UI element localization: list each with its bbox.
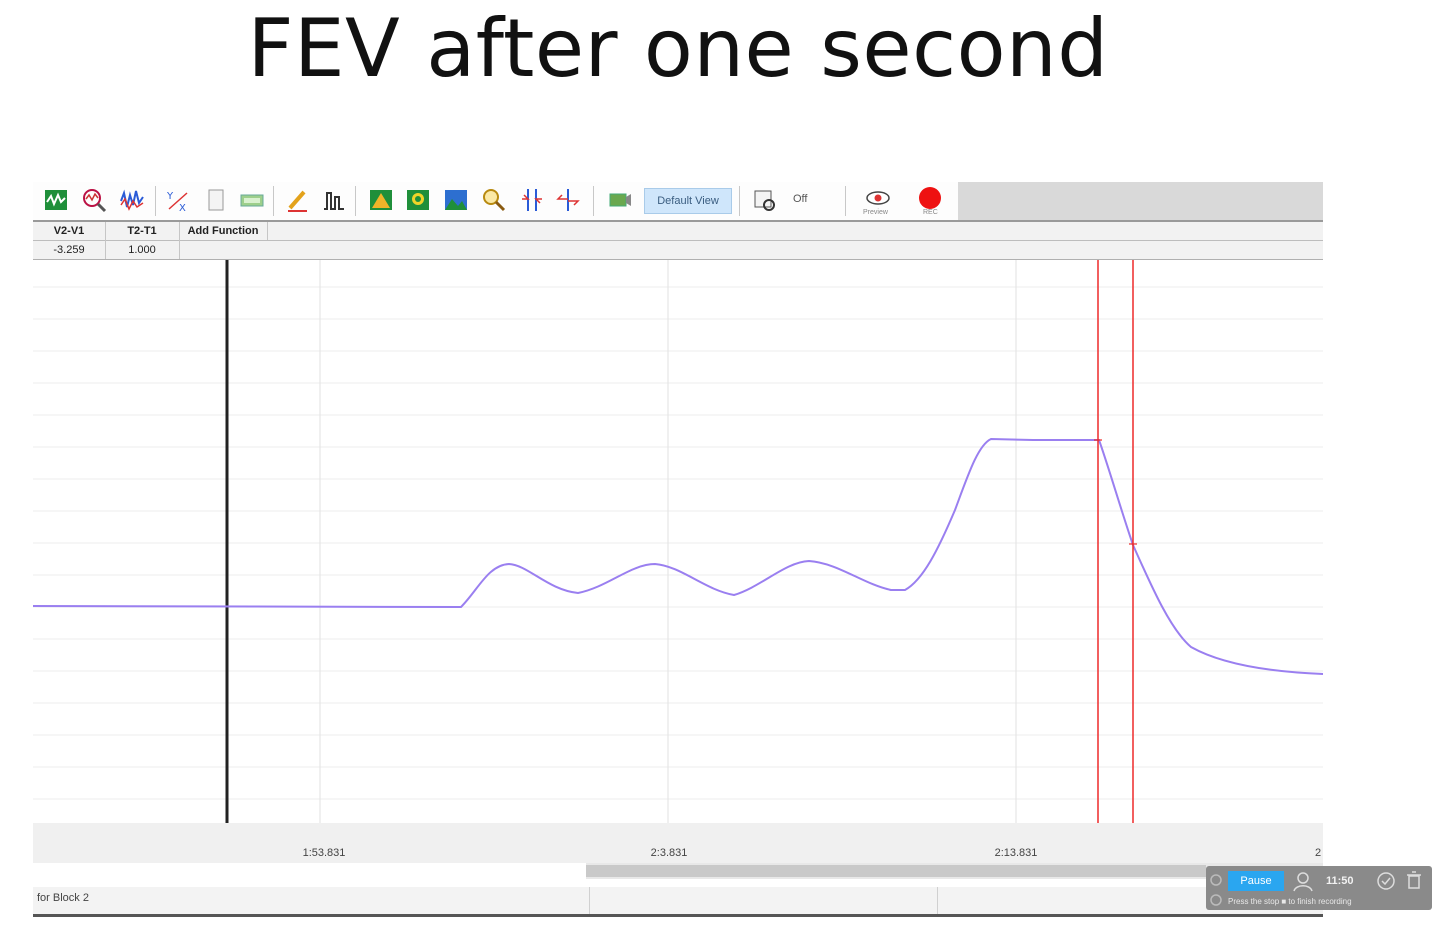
rec-label: REC (923, 209, 938, 216)
image-zoom-icon[interactable] (405, 187, 431, 213)
stop-dot-icon (1210, 894, 1222, 906)
recording-overlay: Pause 11:50 Press the stop ■ to finish r… (1206, 866, 1432, 910)
time-label-3: 2:13.831 (994, 847, 1038, 859)
scrollbar-thumb[interactable] (586, 865, 1206, 877)
pause-button[interactable]: Pause (1228, 871, 1284, 891)
flow-trace (33, 437, 1323, 675)
horizontal-gridlines (33, 286, 1323, 800)
chart-area[interactable] (33, 260, 1323, 823)
t2-t1-header: T2-T1 (127, 225, 157, 237)
time-label-1: 1:53.831 (302, 847, 346, 859)
v2-v1-header: V2-V1 (53, 225, 85, 237)
mountain-icon[interactable] (368, 187, 394, 213)
vertical-gridlines (319, 260, 1017, 823)
page-icon[interactable] (203, 187, 229, 213)
meter-icon[interactable] (239, 187, 265, 213)
expand-icon[interactable] (555, 187, 581, 213)
status-bar: for Block 2 (33, 887, 1323, 917)
time-label-4: 2 (1314, 847, 1322, 859)
pencil-icon[interactable] (285, 187, 311, 213)
record-dot-icon (1210, 874, 1222, 886)
svg-text:X: X (179, 203, 186, 213)
compress-icon[interactable] (519, 187, 545, 213)
status-text: for Block 2 (37, 892, 89, 904)
trash-icon[interactable] (1404, 870, 1424, 890)
zoom-analysis-icon[interactable] (81, 187, 107, 213)
function-row: V2-V1 T2-T1 Add Function -3.259 1.000 (33, 222, 1323, 261)
waveform-icon[interactable] (119, 187, 145, 213)
preview-label: Preview (863, 209, 888, 216)
user-icon[interactable] (1292, 870, 1314, 892)
preview-eye-icon[interactable] (865, 187, 891, 213)
off-label[interactable]: Off (793, 193, 808, 205)
marker-icon[interactable] (321, 187, 347, 213)
settings-icon[interactable] (751, 187, 777, 213)
record-icon[interactable] (917, 187, 943, 213)
check-icon[interactable] (1376, 871, 1396, 891)
camera-icon[interactable] (607, 187, 633, 213)
cursor-markers (1094, 439, 1137, 545)
chart-icon[interactable] (43, 187, 69, 213)
time-axis: 1:53.831 2:3.831 2:13.831 2 (33, 823, 1323, 863)
recording-timer: 11:50 (1326, 875, 1354, 887)
v2-v1-value: -3.259 (53, 244, 85, 256)
default-view-button[interactable]: Default View (644, 188, 732, 214)
landscape-icon[interactable] (443, 187, 469, 213)
magnifier-icon[interactable] (481, 187, 507, 213)
recording-hint: Press the stop ■ to finish recording (1228, 897, 1352, 906)
time-label-2: 2:3.831 (650, 847, 688, 859)
svg-text:Y: Y (166, 191, 174, 202)
add-function-button[interactable]: Add Function (187, 225, 259, 237)
slide-title: FEV after one second (247, 2, 1109, 95)
t2-t1-value: 1.000 (128, 244, 156, 256)
